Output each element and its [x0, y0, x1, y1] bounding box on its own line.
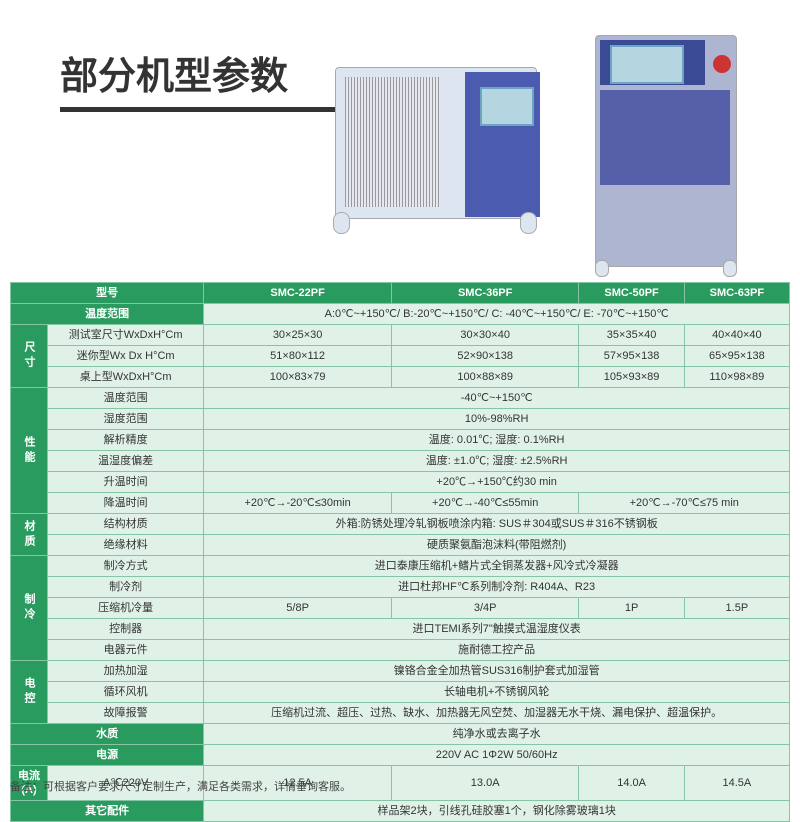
spec-table: 型号 SMC-22PF SMC-36PF SMC-50PF SMC-63PF 温…	[10, 282, 790, 822]
page-title: 部分机型参数	[60, 45, 288, 100]
temprange-val: A:0℃~+150℃/ B:-20℃~+150℃/ C: -40℃~+150℃/…	[204, 304, 790, 325]
model-0: SMC-22PF	[204, 283, 392, 304]
equipment-image-1	[335, 12, 575, 237]
model-2: SMC-50PF	[579, 283, 684, 304]
hdr-temprange: 温度范围	[11, 304, 204, 325]
hdr-model: 型号	[11, 283, 204, 304]
model-1: SMC-36PF	[391, 283, 579, 304]
equipment-image-2	[595, 15, 745, 275]
footnote: 备注：可根据客户要求尺寸定制生产，满足各类需求，详情垂询客服。	[10, 778, 351, 794]
model-3: SMC-63PF	[684, 283, 789, 304]
